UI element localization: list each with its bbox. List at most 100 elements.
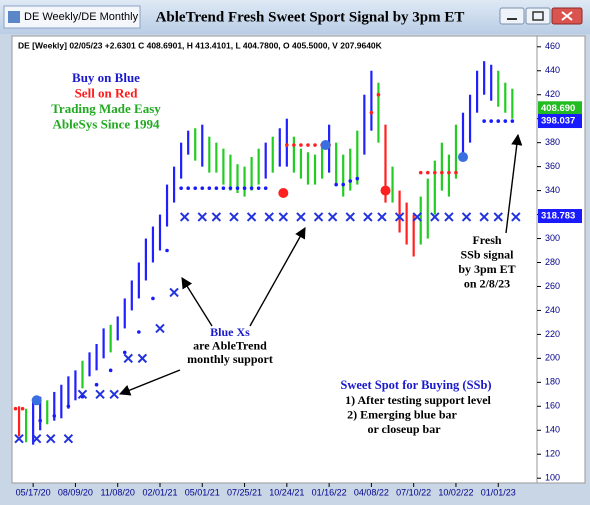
signal-dot — [151, 296, 155, 301]
x-tick-label: 07/25/21 — [227, 487, 262, 497]
x-tick-label: 01/01/23 — [481, 487, 516, 497]
signal-dot — [306, 143, 310, 147]
tab-icon — [8, 11, 20, 23]
tab[interactable] — [3, 5, 141, 29]
y-tick-label: 340 — [545, 185, 560, 195]
price-label: 398.037 — [541, 116, 575, 127]
y-tick-label: 100 — [545, 473, 560, 483]
signal-dot — [447, 170, 451, 175]
monthly-support-x — [123, 353, 133, 364]
monthly-support-x — [63, 433, 74, 444]
monthly-support-x — [313, 212, 324, 222]
signal-dot — [249, 186, 254, 190]
y-tick-label: 240 — [545, 305, 560, 315]
arrow — [249, 227, 306, 327]
arrow — [505, 133, 523, 234]
monthly-support-x — [137, 353, 148, 364]
y-tick-label: 200 — [545, 353, 560, 363]
signal-dot — [256, 186, 261, 190]
price-label-box — [538, 101, 582, 116]
signal-point — [320, 140, 331, 151]
monthly-support-x — [211, 212, 222, 222]
signal-dot — [186, 186, 190, 190]
signal-dot — [510, 119, 515, 123]
signal-dot — [13, 406, 18, 411]
y-tick-label: 420 — [545, 89, 560, 99]
annotation: on 2/8/23 — [464, 276, 510, 290]
monthly-support-x — [46, 433, 56, 444]
signal-dot — [200, 186, 205, 190]
annotation: or closeup bar — [367, 422, 441, 436]
y-tick-label: 140 — [545, 425, 560, 435]
monthly-support-x — [511, 212, 521, 222]
signal-point — [458, 152, 469, 163]
monthly-support-x — [179, 212, 190, 222]
monthly-support-x — [14, 433, 24, 444]
tab-label: DE Weekly/DE Monthly — [24, 11, 139, 23]
legend-text: Trading Made Easy — [51, 101, 161, 116]
signal-dot — [165, 248, 169, 253]
signal-dot — [242, 186, 247, 190]
arrows — [118, 133, 523, 396]
y-tick-label: 220 — [545, 329, 560, 339]
annotation: by 3pm ET — [458, 262, 515, 276]
signal-dot — [376, 92, 381, 97]
x-tick-label: 11/08/20 — [101, 487, 135, 497]
legend-text: Sell on Red — [75, 85, 139, 100]
signal-point — [380, 185, 391, 196]
annotation: Sweet Spot for Buying (SSb) — [340, 378, 491, 392]
monthly-support-x — [264, 212, 274, 222]
signal-dot — [207, 186, 212, 190]
annotation: Blue Xs — [210, 325, 250, 339]
y-tick-label: 180 — [545, 377, 560, 387]
close-icon — [561, 11, 573, 21]
signal-dot — [355, 176, 360, 181]
monthly-support-x — [77, 389, 88, 400]
signal-dot — [235, 186, 240, 190]
signal-dot — [214, 186, 219, 190]
monthly-support-x — [229, 212, 239, 222]
y-tick-label: 280 — [545, 257, 560, 267]
signal-dot — [482, 119, 486, 123]
signal-point — [31, 395, 42, 406]
monthly-support-x — [155, 323, 165, 334]
annotation: monthly support — [187, 352, 273, 366]
signal-dot — [228, 186, 233, 190]
monthly-support-x — [394, 212, 405, 222]
y-tick-label: 300 — [545, 233, 560, 243]
signal-dot — [108, 368, 113, 373]
x-tick-label: 10/24/21 — [269, 487, 304, 497]
signal-dot — [20, 406, 25, 411]
y-tick-label: 160 — [545, 401, 560, 411]
annotation: 1) After testing support level — [345, 393, 491, 407]
signal-dot — [221, 186, 226, 190]
monthly-support-x — [493, 212, 503, 222]
y-tick-label: 380 — [545, 137, 560, 147]
price-label: 408.690 — [541, 103, 575, 114]
annotation: are AbleTrend — [193, 338, 267, 352]
annotation: Fresh — [472, 233, 501, 247]
signal-point — [278, 187, 289, 198]
plot-area — [11, 35, 538, 484]
price-label-box — [538, 114, 582, 129]
x-tick-label: 08/09/20 — [58, 487, 93, 497]
signal-dot — [341, 182, 346, 187]
maximize-button[interactable] — [525, 7, 551, 25]
x-tick-label: 05/01/21 — [185, 487, 220, 497]
monthly-support-x — [430, 212, 440, 222]
signal-dot — [285, 143, 289, 147]
monthly-support-x — [278, 212, 289, 222]
chart: 1001201401601802002202402602803003203403… — [13, 41, 582, 497]
annotation: 2) Emerging blue bar — [347, 407, 457, 421]
signal-dot — [179, 186, 183, 190]
minimize-button[interactable] — [499, 7, 525, 25]
signal-dot — [94, 382, 99, 387]
signal-dot — [418, 170, 423, 175]
signal-dot — [263, 186, 268, 190]
monthly-support-x — [296, 212, 306, 222]
signal-dot — [503, 119, 508, 123]
signal-dot — [334, 182, 338, 187]
y-tick-label: 440 — [545, 65, 560, 75]
monthly-support-x — [197, 212, 207, 222]
legend-text: AbleSys Since 1994 — [53, 116, 160, 131]
